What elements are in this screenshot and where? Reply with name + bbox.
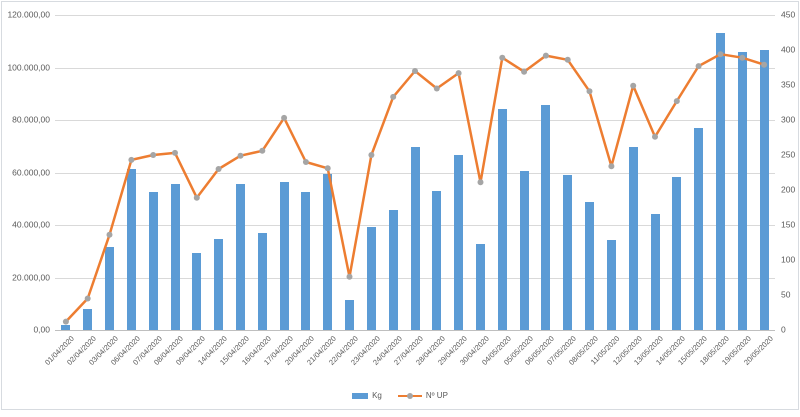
right-axis-tick-label: 250 xyxy=(781,149,796,160)
left-axis-tick-label: 60.000,00 xyxy=(12,167,50,177)
left-axis-tick-label: 20.000,00 xyxy=(12,272,50,282)
line-marker xyxy=(521,68,528,75)
line-marker xyxy=(499,54,506,61)
left-axis-tick-label: 0,00 xyxy=(33,324,50,335)
right-axis-tick-label: 450 xyxy=(781,9,796,20)
right-axis-tick-label: 100 xyxy=(781,254,796,265)
line-marker xyxy=(106,231,113,238)
line-marker xyxy=(433,85,440,92)
bar-kg xyxy=(148,192,158,330)
bar-kg xyxy=(432,190,442,330)
line-marker xyxy=(215,166,222,172)
line-marker xyxy=(652,133,658,140)
right-axis-tick-label: 0 xyxy=(781,324,786,335)
bar-kg xyxy=(497,109,507,330)
bar-kg xyxy=(715,33,725,330)
right-axis-tick-label: 350 xyxy=(781,79,796,90)
bar-kg xyxy=(83,309,93,330)
line-marker xyxy=(412,68,418,74)
bar-kg xyxy=(694,128,704,330)
legend-item-up: Nº UP xyxy=(397,391,448,400)
bar-kg xyxy=(235,184,245,330)
x-axis-line xyxy=(55,330,775,331)
bar-kg xyxy=(454,154,464,330)
bar-kg xyxy=(323,174,333,330)
line-marker xyxy=(172,149,178,156)
line-marker xyxy=(390,93,397,100)
bar-kg xyxy=(192,253,202,330)
left-axis-tick-label: 120.000,00 xyxy=(7,9,50,20)
legend-item-kg: Kg xyxy=(352,391,382,400)
line-marker xyxy=(62,318,69,325)
right-axis-tick-label: 50 xyxy=(781,289,791,300)
bar-kg xyxy=(737,52,747,330)
line-marker xyxy=(477,179,484,186)
bar-kg xyxy=(563,174,573,330)
bar-kg xyxy=(257,232,267,330)
bar-kg xyxy=(759,49,769,330)
bar-kg xyxy=(650,213,660,330)
bar-kg xyxy=(628,146,638,330)
right-axis-tick-label: 200 xyxy=(781,184,796,195)
bar-kg xyxy=(61,324,71,330)
bar-kg xyxy=(475,244,485,330)
bar-kg xyxy=(279,181,289,330)
gridline xyxy=(55,120,775,121)
line-swatch-icon xyxy=(397,392,422,400)
bar-kg xyxy=(366,227,376,330)
line-marker xyxy=(150,152,157,158)
line-marker xyxy=(542,52,549,59)
right-axis-tick-label: 400 xyxy=(781,44,796,55)
line-marker xyxy=(193,194,200,201)
line-marker xyxy=(564,56,571,63)
legend-label-kg: Kg xyxy=(372,391,382,400)
gridline xyxy=(55,15,775,16)
bar-kg xyxy=(606,239,616,330)
bar-kg xyxy=(126,169,136,330)
line-marker xyxy=(586,88,593,95)
bar-kg xyxy=(214,239,224,330)
gridline xyxy=(55,67,775,69)
left-axis-tick-label: 80.000,00 xyxy=(12,114,50,125)
line-marker xyxy=(237,152,244,159)
right-axis-tick-label: 150 xyxy=(781,219,796,230)
line-marker xyxy=(128,156,135,163)
bar-kg xyxy=(672,177,682,330)
line-marker xyxy=(630,82,637,89)
line-marker xyxy=(84,295,91,302)
line-marker xyxy=(259,147,266,154)
bar-kg xyxy=(585,202,595,330)
bar-swatch-icon xyxy=(352,392,369,399)
bar-kg xyxy=(301,191,311,330)
left-axis-tick-label: 100.000,00 xyxy=(7,62,50,72)
bar-kg xyxy=(345,299,355,330)
line-marker xyxy=(302,159,309,165)
legend: Kg Nº UP xyxy=(0,391,800,400)
line-marker xyxy=(455,70,462,77)
bar-kg xyxy=(541,105,551,330)
line-marker xyxy=(324,165,331,172)
line-marker xyxy=(608,163,615,170)
bar-kg xyxy=(105,247,115,330)
left-axis-tick-label: 40.000,00 xyxy=(12,219,50,230)
line-marker xyxy=(368,152,375,158)
legend-label-up: Nº UP xyxy=(425,391,448,400)
bar-kg xyxy=(410,146,420,330)
bar-kg xyxy=(519,171,529,330)
line-marker xyxy=(673,98,680,105)
bar-kg xyxy=(388,209,398,330)
right-axis-tick-label: 300 xyxy=(781,114,796,125)
bar-kg xyxy=(170,184,180,330)
